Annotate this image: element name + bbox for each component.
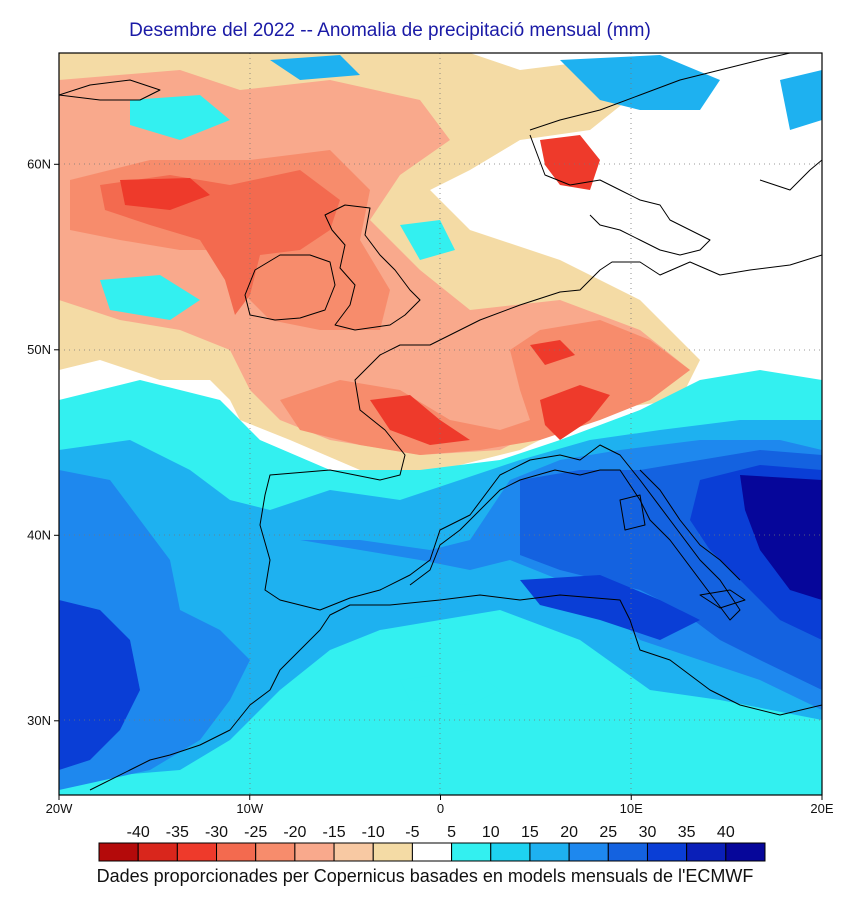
coastline-scandinavia <box>529 53 822 256</box>
gridlines <box>59 53 822 795</box>
legend-swatch <box>294 842 335 862</box>
coastline-sardinia <box>619 494 646 531</box>
lat-tick-label: 60N <box>27 156 51 171</box>
legend-label: 40 <box>717 824 735 841</box>
lon-tick-label: 10E <box>620 801 643 816</box>
legend-swatch <box>529 842 570 862</box>
legend-label: -10 <box>362 824 385 841</box>
legend-swatch <box>646 842 688 862</box>
legend-label: -30 <box>205 824 228 841</box>
legend-swatch <box>137 842 178 862</box>
coastline-iceland-norway <box>59 79 161 101</box>
legend-label: -25 <box>244 824 267 841</box>
legend-swatch <box>568 842 609 862</box>
coastline-sicily <box>699 589 746 609</box>
legend-label: -35 <box>166 824 189 841</box>
anomaly-region-alps-dry <box>370 340 610 445</box>
legend-swatch <box>216 842 257 862</box>
lon-tick-label: 20E <box>810 801 833 816</box>
legend-label: -20 <box>283 824 306 841</box>
coastline-north-africa <box>89 594 822 791</box>
coastline-great-britain <box>324 204 421 331</box>
legend-swatch <box>607 842 648 862</box>
anomaly-region-subtropical-core-wet <box>59 600 140 770</box>
legend-swatch <box>725 842 766 862</box>
lat-tick-label: 30N <box>27 713 51 728</box>
legend-label: 20 <box>560 824 578 841</box>
legend-label: -40 <box>127 824 150 841</box>
legend-swatch <box>411 842 453 862</box>
anomaly-region-tyrrhenian-wet <box>740 475 822 600</box>
legend-swatch <box>333 842 374 862</box>
lat-tick-label: 50N <box>27 342 51 357</box>
legend-label: 35 <box>678 824 696 841</box>
legend-label: -5 <box>405 824 419 841</box>
axis-labels: 60N 50N 40N 30N 20W 10W 0 10E 20E <box>27 156 834 816</box>
legend-label: -15 <box>322 824 345 841</box>
lat-tick-label: 40N <box>27 527 51 542</box>
coastlines <box>59 53 822 791</box>
legend-swatch <box>98 842 139 862</box>
coastline-italy <box>639 469 741 581</box>
legend-swatch <box>255 842 296 862</box>
legend-swatch <box>451 842 492 862</box>
legend-swatch <box>490 842 531 862</box>
legend-label: 30 <box>639 824 657 841</box>
legend-swatch <box>372 842 413 862</box>
legend-label: 15 <box>521 824 539 841</box>
anomaly-region-north-sea-dry <box>120 135 600 210</box>
legend-swatch <box>686 842 727 862</box>
coastline-continental-europe <box>259 254 822 621</box>
lon-tick-label: 0 <box>437 801 444 816</box>
color-legend: -40 -35 -30 -25 -20 -15 -10 -5 5 10 15 20 25 30 35 40 <box>98 824 766 862</box>
map-title: Desembre del 2022 -- Anomalia de precipi… <box>129 20 651 41</box>
anomaly-region-north-atlantic-wet <box>270 55 822 130</box>
legend-swatch <box>176 842 218 862</box>
legend-label: 5 <box>447 824 456 841</box>
precipitation-anomaly-map <box>59 53 822 795</box>
lon-tick-label: 10W <box>236 801 263 816</box>
lon-tick-label: 20W <box>46 801 73 816</box>
coastline-ireland <box>244 254 336 321</box>
data-source-footer: Dades proporcionades per Copernicus basa… <box>96 866 754 886</box>
legend-label: 25 <box>599 824 617 841</box>
legend-label: 10 <box>482 824 500 841</box>
